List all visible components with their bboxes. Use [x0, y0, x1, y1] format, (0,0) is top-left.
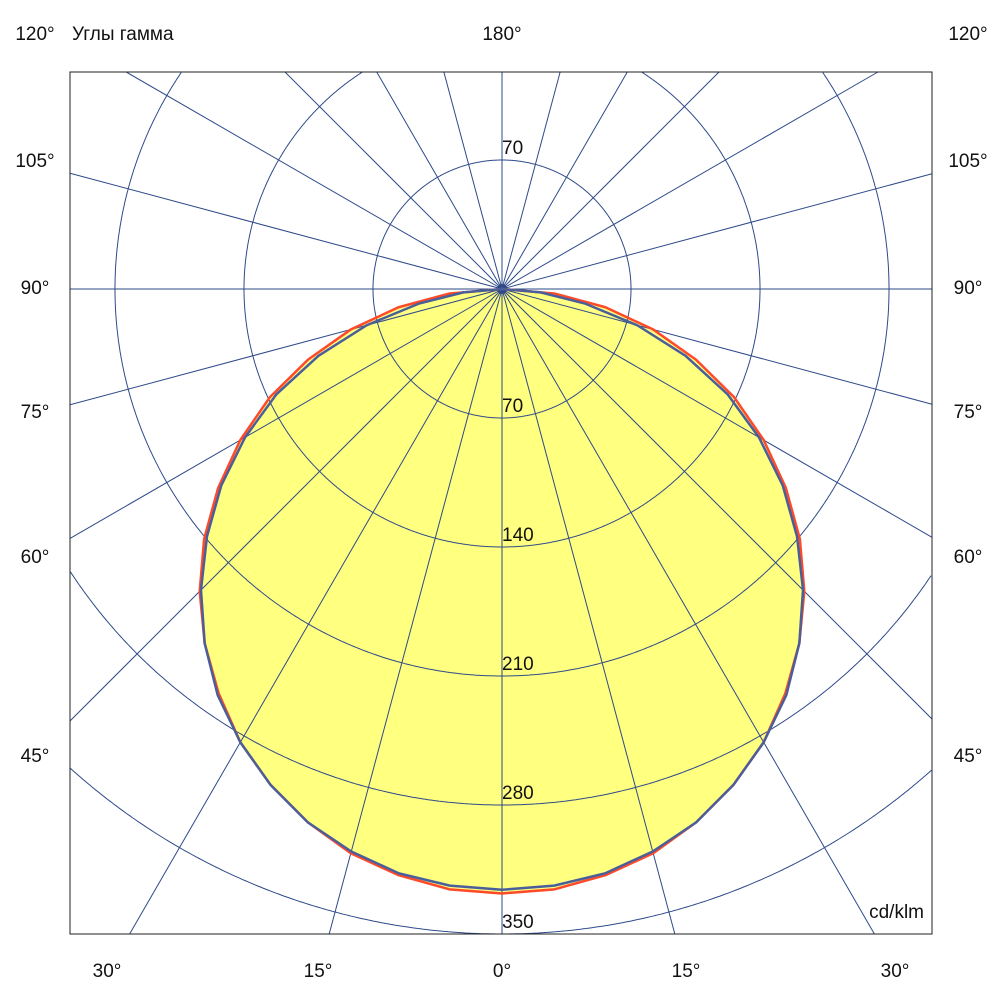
- grid-circle-280: [70, 571, 932, 806]
- radial-line-345: [328, 288, 503, 935]
- left-angle-label: 120°: [15, 24, 54, 45]
- left-angle-label: 105°: [15, 151, 54, 172]
- bottom-angle-label: 30°: [93, 961, 122, 982]
- series-curve-0: [198, 287, 806, 895]
- radial-tick-label: 350: [502, 912, 534, 933]
- right-angle-label: 45°: [954, 746, 983, 767]
- left-angle-label: 90°: [21, 278, 50, 299]
- radial-line-225: [284, 71, 503, 290]
- grid-circle-350: [70, 767, 932, 935]
- radial-line-330: [129, 288, 503, 935]
- radial-line-120: [501, 71, 879, 290]
- unit-label: cd/klm: [869, 902, 924, 923]
- left-angle-label: 45°: [21, 746, 50, 767]
- bottom-angle-label: 30°: [881, 961, 910, 982]
- bottom-angle-label: 0°: [493, 961, 511, 982]
- plot-frame: [69, 71, 933, 935]
- radial-tick-label: 140: [502, 525, 534, 546]
- radial-tick-label: 70: [502, 138, 523, 159]
- radial-line-255: [69, 172, 503, 290]
- radial-line-15: [501, 288, 676, 935]
- left-angle-label: 75°: [21, 402, 50, 423]
- radial-line-300: [69, 288, 503, 539]
- grid-circle-210: [114, 72, 890, 677]
- radial-line-240: [125, 71, 503, 290]
- radial-line-135: [501, 71, 720, 290]
- radial-tick-label: 280: [502, 783, 534, 804]
- right-angle-label: 75°: [954, 402, 983, 423]
- radial-line-30: [501, 288, 875, 935]
- right-angle-label: 120°: [948, 24, 987, 45]
- radial-line-60: [501, 288, 933, 538]
- radial-tick-label: 210: [502, 654, 534, 675]
- bottom-angle-label: 15°: [304, 961, 333, 982]
- radial-line-285: [69, 288, 503, 406]
- left-angle-label: 60°: [21, 547, 50, 568]
- top-angle-label: 180°: [482, 24, 521, 45]
- radial-line-195: [443, 71, 503, 290]
- right-angle-label: 90°: [954, 278, 983, 299]
- radial-line-45: [501, 288, 933, 720]
- radial-line-210: [376, 71, 503, 290]
- chart-title: Углы гамма: [72, 24, 174, 45]
- grid-circle-140: [243, 71, 761, 548]
- radial-line-315: [69, 288, 503, 722]
- radial-line-165: [501, 71, 561, 290]
- radial-tick-label: 70: [502, 396, 523, 417]
- right-angle-label: 60°: [954, 547, 983, 568]
- radial-line-105: [501, 173, 933, 290]
- radial-line-150: [501, 71, 628, 290]
- radial-line-75: [501, 288, 933, 405]
- right-angle-label: 105°: [948, 151, 987, 172]
- bottom-angle-label: 15°: [672, 961, 701, 982]
- series-curve-1: [199, 287, 805, 892]
